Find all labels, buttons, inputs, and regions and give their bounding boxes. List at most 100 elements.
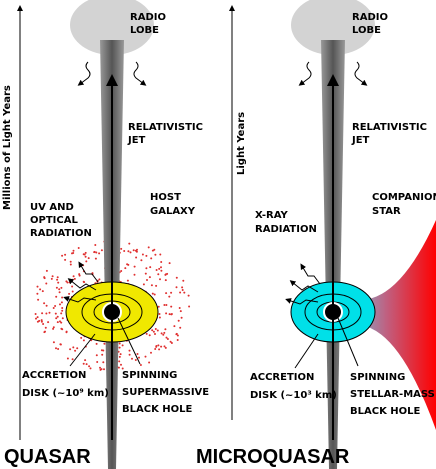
label: COMPANION <box>372 192 436 203</box>
galaxy-dot <box>94 244 97 246</box>
galaxy-dot <box>57 281 60 284</box>
galaxy-dot <box>169 340 172 343</box>
galaxy-dot <box>61 317 64 320</box>
galaxy-dot <box>61 307 64 309</box>
galaxy-dot <box>152 330 155 333</box>
galaxy-dot <box>84 251 87 254</box>
galaxy-dot <box>151 292 154 295</box>
galaxy-dot <box>132 249 135 252</box>
galaxy-dot <box>56 315 59 318</box>
radio-lobe <box>291 0 375 55</box>
galaxy-dot <box>60 312 63 315</box>
galaxy-dot <box>150 257 153 260</box>
galaxy-dot <box>54 312 57 315</box>
galaxy-dot <box>120 363 122 366</box>
galaxy-dot <box>85 363 88 366</box>
galaxy-dot <box>120 247 123 250</box>
galaxy-dot <box>179 326 182 329</box>
galaxy-dot <box>77 247 80 249</box>
galaxy-dot <box>154 328 157 330</box>
galaxy-dot <box>40 320 43 323</box>
galaxy-dot <box>56 276 59 279</box>
leader-line <box>294 333 319 369</box>
galaxy-dot <box>68 292 71 295</box>
axis-label: Millions of Light Years <box>2 85 13 210</box>
galaxy-dot <box>44 326 47 329</box>
galaxy-dot <box>166 338 169 340</box>
galaxy-dot <box>94 257 97 260</box>
galaxy-dot <box>43 331 46 334</box>
galaxy-dot <box>87 257 90 260</box>
galaxy-dot <box>176 339 179 341</box>
galaxy-dot <box>170 342 173 344</box>
galaxy-dot <box>59 303 61 306</box>
galaxy-dot <box>42 323 45 325</box>
galaxy-dot <box>180 316 183 319</box>
label: ACCRETION <box>250 372 314 383</box>
galaxy-dot <box>80 336 83 339</box>
galaxy-dot <box>154 348 157 350</box>
galaxy-dot <box>55 347 57 350</box>
radio-lobe <box>70 0 154 55</box>
galaxy-dot <box>135 256 138 259</box>
galaxy-dot <box>36 285 39 288</box>
galaxy-dot <box>78 273 81 276</box>
galaxy-dot <box>158 316 161 319</box>
galaxy-dot <box>160 266 162 269</box>
galaxy-dot <box>133 265 136 268</box>
galaxy-dot <box>157 305 160 308</box>
galaxy-dot <box>144 355 147 358</box>
galaxy-dot <box>52 326 55 329</box>
label: RADIO <box>130 12 166 23</box>
galaxy-dot <box>138 356 140 359</box>
galaxy-dot <box>71 285 74 288</box>
galaxy-dot <box>177 319 180 322</box>
galaxy-dot <box>52 341 55 344</box>
galaxy-dot <box>158 313 161 315</box>
galaxy-dot <box>183 291 186 294</box>
galaxy-dot <box>160 332 163 335</box>
galaxy-dot <box>121 367 124 370</box>
galaxy-dot <box>151 249 154 252</box>
galaxy-dot <box>72 346 75 349</box>
companion-star <box>360 220 436 430</box>
galaxy-dot <box>100 249 103 252</box>
galaxy-dot <box>128 349 131 352</box>
galaxy-dot <box>121 344 124 347</box>
galaxy-dot <box>50 277 53 280</box>
galaxy-dot <box>164 328 167 331</box>
label: DISK (~10³ km) <box>250 390 337 401</box>
galaxy-dot <box>58 291 61 294</box>
galaxy-dot <box>98 252 101 255</box>
galaxy-dot <box>101 353 104 356</box>
galaxy-dot <box>51 275 54 278</box>
galaxy-dot <box>45 269 48 272</box>
label: JET <box>351 135 370 146</box>
galaxy-dot <box>103 342 106 345</box>
galaxy-dot <box>154 253 157 256</box>
galaxy-dot <box>78 274 81 277</box>
label: RELATIVISTIC <box>352 122 427 133</box>
galaxy-dot <box>59 343 62 346</box>
label: STAR <box>372 206 401 217</box>
galaxy-dot <box>142 283 145 286</box>
galaxy-dot <box>45 312 48 315</box>
galaxy-dot <box>82 253 85 256</box>
panel-title: QUASAR <box>4 446 91 468</box>
galaxy-dot <box>52 327 55 330</box>
label: GALAXY <box>150 206 196 217</box>
galaxy-dot <box>57 348 60 350</box>
axis-label: Light Years <box>236 112 247 175</box>
galaxy-dot <box>84 359 87 362</box>
galaxy-dot <box>40 319 43 322</box>
galaxy-dot <box>181 289 184 291</box>
galaxy-dot <box>102 361 105 364</box>
galaxy-dot <box>131 357 133 360</box>
galaxy-dot <box>175 332 178 335</box>
galaxy-dot <box>73 277 76 280</box>
galaxy-dot <box>45 282 48 285</box>
galaxy-dot <box>39 288 42 291</box>
galaxy-dot <box>120 270 123 272</box>
galaxy-dot <box>163 304 166 306</box>
